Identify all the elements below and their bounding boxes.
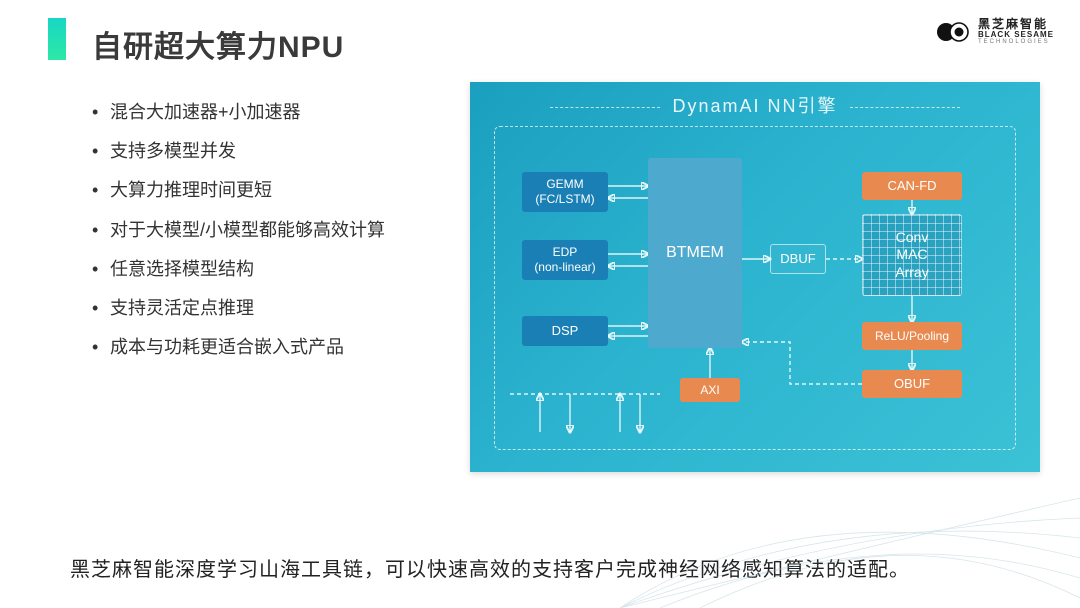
block-edp: EDP(non-linear) <box>522 240 608 280</box>
decorative-lines <box>620 448 1080 608</box>
accent-bar <box>48 18 66 60</box>
logo-icon <box>936 22 970 42</box>
logo-text-cn: 黑芝麻智能 <box>978 18 1054 31</box>
feature-list: 混合大加速器+小加速器 支持多模型并发 大算力推理时间更短 对于大模型/小模型都… <box>92 100 442 374</box>
page-title: 自研超大算力NPU <box>92 22 344 66</box>
npu-diagram: DynamAI NN引擎 <box>470 82 1040 472</box>
block-gemm: GEMM(FC/LSTM) <box>522 172 608 212</box>
block-dbuf: DBUF <box>770 244 826 274</box>
list-item: 大算力推理时间更短 <box>92 178 442 203</box>
footer-caption: 黑芝麻智能深度学习山海工具链，可以快速高效的支持客户完成神经网络感知算法的适配。 <box>70 553 910 582</box>
list-item: 支持灵活定点推理 <box>92 296 442 321</box>
block-conv: ConvMACArray <box>862 214 962 296</box>
block-relu: ReLU/Pooling <box>862 322 962 350</box>
block-axi: AXI <box>680 378 740 402</box>
logo-text-en2: TECHNOLOGIES <box>978 39 1054 45</box>
block-canfd: CAN-FD <box>862 172 962 200</box>
block-dsp: DSP <box>522 316 608 346</box>
list-item: 对于大模型/小模型都能够高效计算 <box>92 218 442 243</box>
list-item: 混合大加速器+小加速器 <box>92 100 442 125</box>
block-btmem: BTMEM <box>648 158 742 348</box>
list-item: 成本与功耗更适合嵌入式产品 <box>92 335 442 360</box>
brand-logo: 黑芝麻智能 BLACK SESAME TECHNOLOGIES <box>936 18 1054 45</box>
logo-text-en1: BLACK SESAME <box>978 31 1054 39</box>
list-item: 支持多模型并发 <box>92 139 442 164</box>
list-item: 任意选择模型结构 <box>92 257 442 282</box>
diagram-title: DynamAI NN引擎 <box>470 92 1040 118</box>
block-obuf: OBUF <box>862 370 962 398</box>
